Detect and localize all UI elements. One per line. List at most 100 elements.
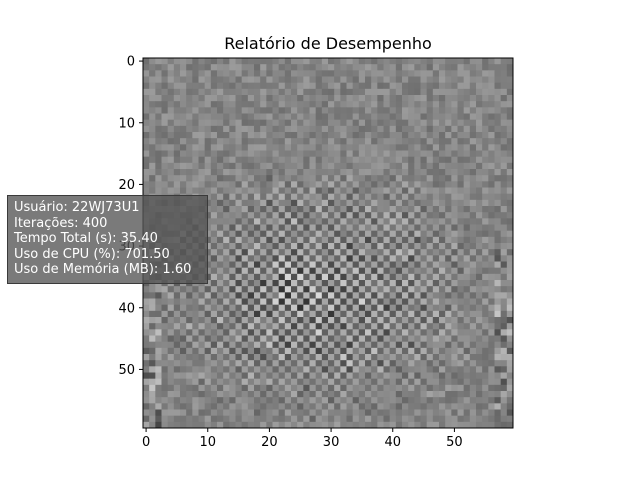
heatmap-cell [488,335,495,343]
heatmap-cell [192,175,199,182]
heatmap-cell [469,125,477,133]
heatmap-cell [321,113,329,121]
heatmap-cell [254,391,261,398]
heatmap-cell [439,415,446,423]
heatmap-cell [377,119,384,127]
heatmap-cell [439,169,446,176]
heatmap-cell [395,298,403,306]
heatmap-cell [500,70,508,77]
heatmap-cell [272,249,280,256]
heatmap-cell [229,366,236,373]
heatmap-cell [149,181,156,188]
heatmap-cell [377,88,384,96]
heatmap-cell [488,101,495,108]
heatmap-cell [229,144,236,151]
heatmap-cell [210,243,218,250]
heatmap-cell [365,409,372,417]
heatmap-cell [488,273,495,281]
heatmap-cell [451,298,458,306]
heatmap-cell [315,403,323,410]
heatmap-cell [389,113,397,121]
heatmap-cell [383,317,391,324]
heatmap-cell [254,366,261,373]
heatmap-cell [278,199,286,207]
heatmap-cell [377,286,384,293]
heatmap-cell [445,421,452,429]
heatmap-cell [210,162,218,170]
heatmap-cell [457,236,465,244]
heatmap-cell [254,384,261,392]
heatmap-cell [297,113,304,121]
heatmap-cell [192,132,199,139]
heatmap-cell [371,354,378,361]
heatmap-cell [303,397,310,404]
heatmap-cell [143,329,150,336]
heatmap-cell [334,298,341,306]
heatmap-cell [377,70,384,77]
heatmap-cell [476,181,483,188]
heatmap-cell [432,347,440,355]
heatmap-cell [488,162,495,170]
heatmap-cell [309,64,317,71]
heatmap-cell [260,206,267,213]
heatmap-cell [328,292,335,299]
heatmap-cell [346,162,354,170]
heatmap-cell [395,243,403,250]
heatmap-cell [291,82,298,90]
heatmap-cell [506,304,514,312]
heatmap-cell [297,329,304,336]
heatmap-cell [315,347,323,355]
heatmap-cell [414,107,421,114]
heatmap-cell [426,58,434,65]
heatmap-cell [506,206,514,213]
heatmap-cell [173,156,181,164]
heatmap-cell [457,366,465,373]
heatmap-cell [161,378,169,386]
heatmap-cell [235,366,243,373]
heatmap-cell [426,286,434,293]
heatmap-cell [217,354,224,361]
heatmap-cell [272,421,280,429]
heatmap-cell [389,169,397,176]
heatmap-cell [235,169,243,176]
heatmap-cell [167,397,175,404]
heatmap-cell [352,261,360,269]
heatmap-cell [352,323,360,330]
heatmap-cell [210,403,218,410]
heatmap-cell [352,125,360,133]
heatmap-cell [266,218,273,225]
heatmap-cell [241,267,249,275]
heatmap-cell [321,119,329,127]
heatmap-cell [506,230,514,238]
heatmap-cell [439,58,446,65]
heatmap-cell [414,366,421,373]
heatmap-cell [303,286,310,293]
heatmap-cell [254,310,261,318]
heatmap-cell [358,366,366,373]
heatmap-cell [161,391,169,398]
heatmap-cell [315,249,323,256]
heatmap-cell [352,76,360,84]
heatmap-cell [210,354,218,361]
heatmap-cell [321,249,329,256]
heatmap-cell [278,403,286,410]
heatmap-cell [358,249,366,256]
heatmap-cell [383,230,391,238]
heatmap-cell [266,230,273,238]
heatmap-cell [439,273,446,281]
heatmap-cell [284,366,292,373]
heatmap-cell [284,378,292,386]
heatmap-cell [377,261,384,269]
heatmap-cell [383,267,391,275]
heatmap-cell [266,58,273,65]
heatmap-cell [161,323,169,330]
heatmap-cell [408,366,415,373]
heatmap-cell [383,58,391,65]
heatmap-cell [155,101,162,108]
heatmap-cell [315,372,323,380]
heatmap-cell [395,88,403,96]
heatmap-cell [371,329,378,336]
heatmap-cell [173,310,181,318]
heatmap-cell [420,212,428,219]
